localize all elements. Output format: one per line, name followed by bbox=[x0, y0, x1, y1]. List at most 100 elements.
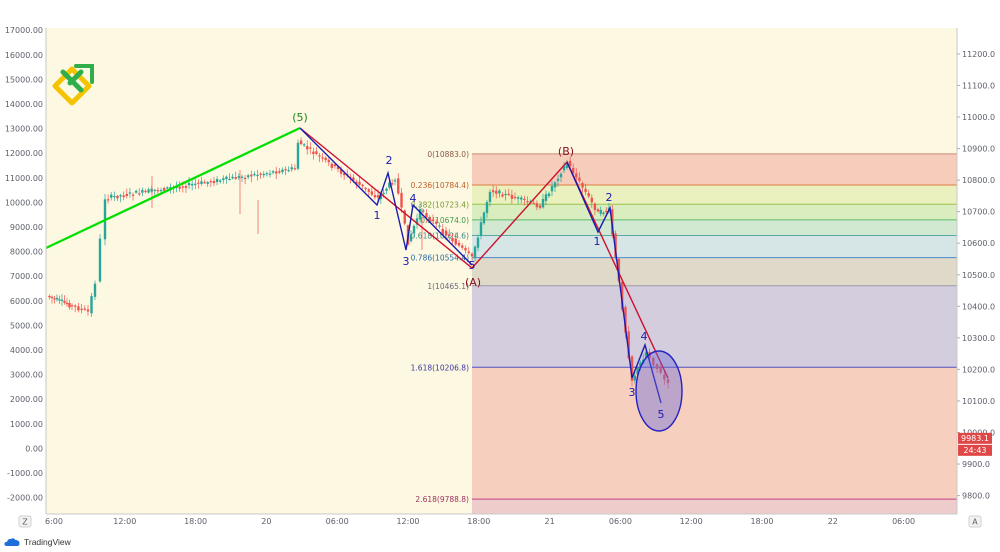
broker-logo-icon bbox=[52, 64, 94, 106]
fib-zone bbox=[472, 235, 957, 258]
candle bbox=[318, 155, 321, 157]
fib-zone bbox=[472, 185, 957, 205]
fib-zone bbox=[472, 204, 957, 220]
fib-zone bbox=[472, 285, 957, 368]
candle bbox=[400, 192, 403, 208]
candle bbox=[659, 367, 662, 373]
candle bbox=[513, 196, 517, 199]
candle bbox=[159, 189, 163, 192]
left-tick-label: 15000.00 bbox=[5, 75, 43, 84]
fib-level-label: 0.618(10624.6) bbox=[411, 231, 469, 240]
candle bbox=[93, 283, 97, 297]
candle bbox=[333, 164, 337, 167]
wave-label: 5 bbox=[658, 408, 665, 421]
fibonacci-retracement[interactable]: 0(10883.0) 0.236(10784.4) 0.382(10723.4) 0.… bbox=[411, 150, 957, 514]
candle bbox=[166, 187, 169, 189]
candle bbox=[435, 221, 438, 224]
candle bbox=[312, 151, 315, 155]
candle bbox=[617, 258, 621, 282]
candle bbox=[296, 142, 300, 169]
left-tick-label: 17000.00 bbox=[5, 26, 43, 35]
elliott-wave-lines[interactable] bbox=[45, 127, 683, 432]
right-tick-label: 10200.0 bbox=[962, 365, 995, 374]
fib-level-label: 0.786(10554.4) bbox=[411, 254, 469, 263]
right-tick-label: 9900.0 bbox=[962, 460, 990, 469]
timer-badge bbox=[958, 444, 992, 456]
candle bbox=[467, 251, 470, 254]
wave-label: 2 bbox=[386, 154, 393, 167]
candle bbox=[367, 189, 370, 192]
candle bbox=[342, 173, 346, 176]
candle bbox=[327, 160, 330, 163]
wave-label: 2 bbox=[606, 191, 613, 204]
time-tick-label: 12:00 bbox=[113, 517, 136, 526]
right-tick-label: 10900.0 bbox=[962, 145, 995, 154]
candle bbox=[572, 167, 575, 174]
current-price-badge: 9983.1 24:43 bbox=[958, 432, 992, 456]
candle bbox=[355, 181, 358, 184]
left-tick-label: 6000.00 bbox=[10, 297, 43, 306]
time-axis[interactable]: 6:00 12:00 18:00 20 06:00 12:00 18:00 21 06:00 12… bbox=[18, 513, 982, 528]
candle bbox=[138, 193, 141, 195]
candle bbox=[218, 180, 222, 182]
candle bbox=[352, 177, 355, 181]
candle bbox=[624, 307, 627, 333]
candle bbox=[169, 187, 172, 189]
candle bbox=[476, 237, 480, 248]
wave-label: 1 bbox=[594, 235, 601, 248]
candle bbox=[652, 357, 655, 366]
candle bbox=[425, 213, 428, 218]
candle bbox=[382, 192, 385, 195]
candle bbox=[324, 157, 327, 161]
candle bbox=[451, 238, 454, 242]
candle bbox=[259, 173, 262, 175]
candle bbox=[125, 193, 128, 197]
left-price-axis[interactable]: 17000.00 16000.00 15000.00 14000.00 13000.00… bbox=[5, 26, 47, 514]
candle bbox=[520, 197, 523, 200]
candle bbox=[550, 186, 554, 192]
candle bbox=[184, 186, 188, 188]
candle bbox=[153, 189, 157, 192]
candle bbox=[215, 178, 219, 183]
candle bbox=[412, 225, 416, 234]
time-tick-label: 6:00 bbox=[45, 517, 63, 526]
candle bbox=[113, 196, 116, 198]
fib-level-label: 0.382(10723.4) bbox=[411, 200, 469, 209]
candle bbox=[568, 160, 572, 167]
candle bbox=[428, 217, 431, 221]
candle bbox=[141, 189, 144, 193]
right-tick-label: 11200.0 bbox=[962, 50, 995, 59]
candle bbox=[203, 182, 206, 184]
candle bbox=[293, 168, 297, 170]
candle bbox=[602, 212, 605, 214]
fib-zone bbox=[472, 219, 957, 236]
wave-label: 4 bbox=[641, 330, 648, 343]
candle bbox=[250, 174, 253, 177]
right-tick-label: 11100.0 bbox=[962, 81, 995, 90]
candle bbox=[553, 182, 557, 188]
left-tick-label: 14000.00 bbox=[5, 100, 43, 109]
candle bbox=[206, 182, 209, 184]
left-tick-label: 0.00 bbox=[25, 444, 43, 453]
right-tick-label: 9800.0 bbox=[962, 492, 990, 501]
candle bbox=[209, 181, 213, 183]
fib-zone bbox=[472, 153, 957, 186]
candle bbox=[60, 299, 64, 301]
candle bbox=[231, 176, 234, 179]
candle bbox=[309, 147, 312, 149]
time-tick-label: 18:00 bbox=[750, 517, 773, 526]
time-tick-label: 20 bbox=[261, 517, 271, 526]
candle bbox=[454, 238, 457, 245]
wave-label: 5 bbox=[469, 259, 476, 272]
elliott-wave-labels: (5) (A) (B) 1 2 3 4 5 1 2 3 4 5 bbox=[292, 111, 664, 421]
candle bbox=[330, 163, 334, 168]
candle bbox=[122, 195, 125, 197]
tradingview-branding[interactable]: TradingView bbox=[4, 534, 71, 550]
candle bbox=[315, 151, 318, 154]
candle bbox=[86, 309, 90, 312]
candle bbox=[507, 193, 510, 195]
price-badge bbox=[958, 432, 992, 444]
candle bbox=[194, 183, 197, 185]
right-tick-label: 10800.0 bbox=[962, 176, 995, 185]
